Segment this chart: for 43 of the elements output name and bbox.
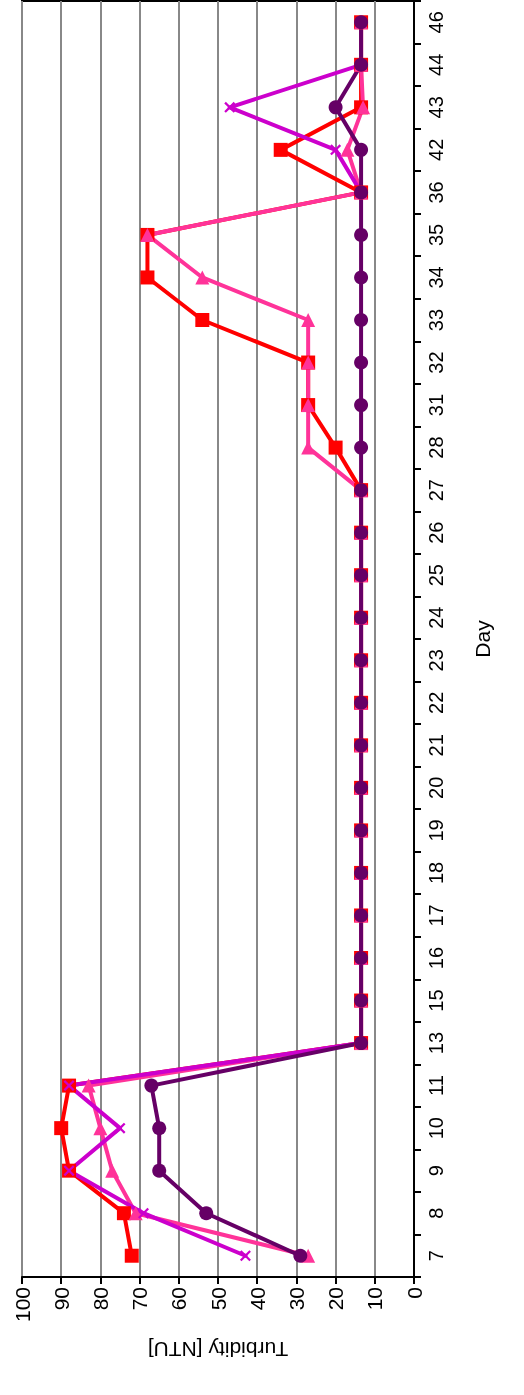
x-tick-label: 80 — [88, 1287, 112, 1311]
x-tick-label: 20 — [324, 1287, 348, 1311]
x-tick-label: 60 — [167, 1287, 191, 1311]
x-tick-label: 40 — [245, 1287, 269, 1311]
y-tick-label: 11 — [425, 1075, 447, 1096]
y-tick-label: 33 — [425, 308, 447, 332]
x-tick-label: 100 — [10, 1287, 34, 1323]
x-tick-label: 0 — [402, 1287, 426, 1299]
y-tick-label: 35 — [425, 223, 447, 247]
y-tick-label: 8 — [425, 1207, 447, 1219]
y-tick-label: 7 — [425, 1250, 447, 1262]
y-axis-title: Day — [471, 619, 494, 658]
y-tick-label: 21 — [425, 734, 447, 757]
y-tick-label: 27 — [425, 479, 447, 502]
y-tick-label: 19 — [425, 819, 447, 842]
y-tick-label: 26 — [425, 521, 447, 544]
y-tick-label: 46 — [425, 11, 447, 34]
y-tick-label: 24 — [425, 606, 447, 629]
y-tick-label: 43 — [425, 96, 447, 119]
y-tick-label: 25 — [425, 564, 447, 587]
y-tick-label: 9 — [425, 1165, 447, 1177]
y-tick-label: 15 — [425, 989, 447, 1012]
y-tick-label: 44 — [425, 53, 447, 76]
y-tick-label: 20 — [425, 776, 447, 799]
y-tick-label: 16 — [425, 946, 447, 970]
x-tick-label: 90 — [49, 1287, 73, 1311]
y-tick-label: 17 — [425, 904, 447, 927]
y-tick-label: 23 — [425, 649, 447, 672]
y-tick-label: 18 — [425, 861, 447, 885]
x-tick-label: 30 — [284, 1287, 308, 1311]
y-tick-label: 10 — [425, 1117, 447, 1140]
y-tick-label: 13 — [425, 1031, 447, 1055]
y-tick-label: 28 — [425, 436, 447, 459]
y-tick-label: 22 — [425, 691, 447, 714]
y-tick-label: 34 — [425, 266, 447, 289]
y-tick-label: 42 — [425, 138, 447, 161]
y-tick-label: 36 — [425, 181, 447, 204]
x-tick-label: 70 — [128, 1287, 152, 1311]
x-axis-title: Turbidity [NTU] — [147, 1338, 289, 1361]
y-tick-label: 31 — [425, 393, 447, 417]
x-tick-label: 10 — [363, 1287, 387, 1311]
x-tick-label: 50 — [206, 1287, 230, 1311]
y-tick-label: 32 — [425, 351, 447, 374]
